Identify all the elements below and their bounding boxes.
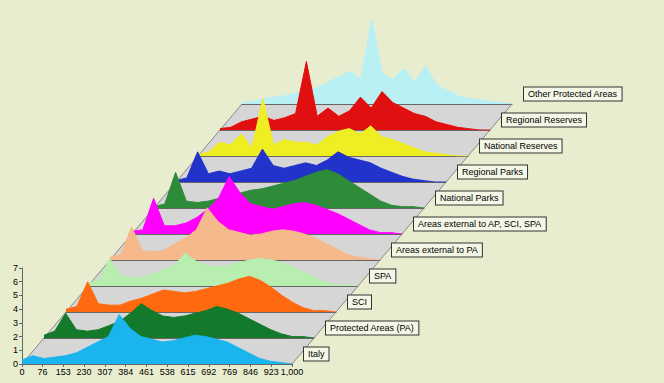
svg-text:461: 461 xyxy=(139,367,154,377)
svg-text:National Reserves: National Reserves xyxy=(484,141,558,151)
svg-text:538: 538 xyxy=(160,367,175,377)
svg-text:Italy: Italy xyxy=(308,349,325,359)
svg-text:384: 384 xyxy=(118,367,133,377)
svg-text:230: 230 xyxy=(77,367,92,377)
svg-text:Areas external to AP, SCI, SPA: Areas external to AP, SCI, SPA xyxy=(418,219,541,229)
svg-text:Other Protected Areas: Other Protected Areas xyxy=(528,89,618,99)
svg-text:76: 76 xyxy=(38,367,48,377)
svg-text:Regional Parks: Regional Parks xyxy=(462,167,524,177)
svg-text:SPA: SPA xyxy=(374,271,391,281)
svg-text:0: 0 xyxy=(13,359,18,369)
svg-text:SCI: SCI xyxy=(352,297,367,307)
svg-text:307: 307 xyxy=(97,367,112,377)
svg-text:153: 153 xyxy=(56,367,71,377)
svg-text:3: 3 xyxy=(13,318,18,328)
svg-text:769: 769 xyxy=(222,367,237,377)
svg-text:5: 5 xyxy=(13,290,18,300)
svg-text:Protected Areas (PA): Protected Areas (PA) xyxy=(330,323,414,333)
svg-text:6: 6 xyxy=(13,277,18,287)
svg-text:Regional Reserves: Regional Reserves xyxy=(506,115,583,125)
svg-text:2: 2 xyxy=(13,332,18,342)
svg-text:846: 846 xyxy=(243,367,258,377)
svg-text:1,000: 1,000 xyxy=(281,367,304,377)
svg-text:1: 1 xyxy=(13,345,18,355)
svg-text:615: 615 xyxy=(181,367,196,377)
svg-text:National Parks: National Parks xyxy=(440,193,499,203)
svg-text:4: 4 xyxy=(13,304,18,314)
svg-text:692: 692 xyxy=(201,367,216,377)
svg-text:7: 7 xyxy=(13,263,18,273)
svg-text:Areas external to PA: Areas external to PA xyxy=(396,245,478,255)
svg-text:923: 923 xyxy=(264,367,279,377)
svg-text:0: 0 xyxy=(19,367,24,377)
